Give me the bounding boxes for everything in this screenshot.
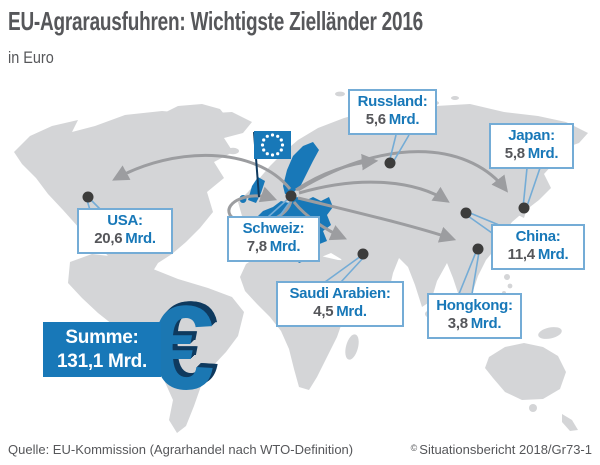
flag-stars: [260, 133, 285, 157]
map-dot-hongkong: [472, 243, 484, 255]
total-box: Summe: 131,1 Mrd.: [43, 322, 161, 377]
country-value-japan: 5,8 Mrd.: [504, 145, 559, 163]
flow-arrow-usa: [112, 153, 292, 190]
country-name-japan: Japan:: [508, 127, 555, 144]
total-value: 131,1 Mrd.: [57, 350, 147, 372]
label-box-russland: Russland: 5,6 Mrd.: [348, 89, 437, 135]
map-dot-japan: [518, 202, 530, 214]
map-dot-russland: [384, 157, 396, 169]
destination-dots: [82, 157, 530, 260]
map-dot-china: [460, 207, 472, 219]
country-name-saudi-arabien: Saudi Arabien:: [289, 285, 391, 302]
map-dot-usa: [82, 191, 94, 203]
map-dot-origin-schweiz: [285, 190, 297, 202]
hokkaido: [534, 182, 542, 190]
tasmania: [529, 404, 537, 412]
flow-arrow-china: [298, 180, 450, 203]
philippines-1: [504, 274, 510, 280]
arctic-island-6: [451, 96, 459, 100]
map-dot-saudi: [357, 248, 369, 260]
arctic-island-3: [335, 91, 345, 97]
label-box-saudi-arabien: Saudi Arabien: 4,5 Mrd.: [276, 281, 404, 327]
label-box-hongkong: Hongkong: 3,8 Mrd.: [427, 293, 522, 339]
pointer-japan: [522, 167, 541, 210]
new-zealand: [562, 414, 578, 431]
country-value-russland: 5,6 Mrd.: [365, 111, 420, 129]
scandinavia: [283, 142, 319, 194]
flow-arrow-japan: [297, 150, 509, 193]
source-note: Quelle: EU-Kommission (Agrarhandel nach …: [8, 442, 354, 457]
label-pointers: [86, 134, 541, 295]
arctic-island-1: [115, 120, 127, 126]
pointer-hongkong: [458, 251, 480, 295]
page-title: EU-Agrarausfuhren: Wichtigste Zielländer…: [8, 6, 424, 36]
total-label: Summe:: [65, 327, 139, 348]
pointer-china: [467, 212, 500, 234]
label-box-usa: USA: 20,6 Mrd.: [77, 208, 173, 254]
greenland: [148, 104, 228, 152]
country-name-usa: USA:: [107, 212, 143, 229]
flow-arrow-hongkong: [297, 196, 457, 243]
label-box-china: China: 11,4 Mrd.: [491, 224, 585, 270]
madagascar: [345, 334, 359, 360]
country-value-china: 11,4 Mrd.: [507, 246, 569, 264]
country-name-schweiz: Schweiz:: [242, 220, 305, 237]
country-name-hongkong: Hongkong:: [436, 297, 513, 314]
copyright-note: © Situationsbericht 2018/Gr73-1: [410, 442, 592, 457]
pointer-saudi: [324, 255, 365, 283]
arctic-island-2: [163, 117, 173, 123]
country-name-china: China:: [515, 228, 561, 245]
iceland: [227, 147, 239, 155]
label-box-schweiz: Schweiz: 7,8 Mrd.: [227, 216, 320, 262]
country-name-russland: Russland:: [357, 93, 428, 110]
page-subtitle: in Euro: [8, 48, 54, 67]
country-value-hongkong: 3,8 Mrd.: [447, 315, 502, 333]
australia: [485, 343, 566, 400]
pointer-schweiz: [267, 197, 293, 218]
flow-arrows: [112, 150, 509, 243]
new-guinea: [538, 327, 562, 339]
eu-flag: [253, 131, 291, 198]
country-value-usa: 20,6 Mrd.: [94, 230, 156, 248]
philippines-2: [507, 283, 513, 289]
country-value-schweiz: 7,8 Mrd.: [246, 238, 301, 256]
country-value-saudi-arabien: 4,5 Mrd.: [313, 303, 367, 321]
copyright-icon: ©: [410, 443, 418, 453]
label-box-japan: Japan: 5,8 Mrd.: [489, 123, 574, 169]
